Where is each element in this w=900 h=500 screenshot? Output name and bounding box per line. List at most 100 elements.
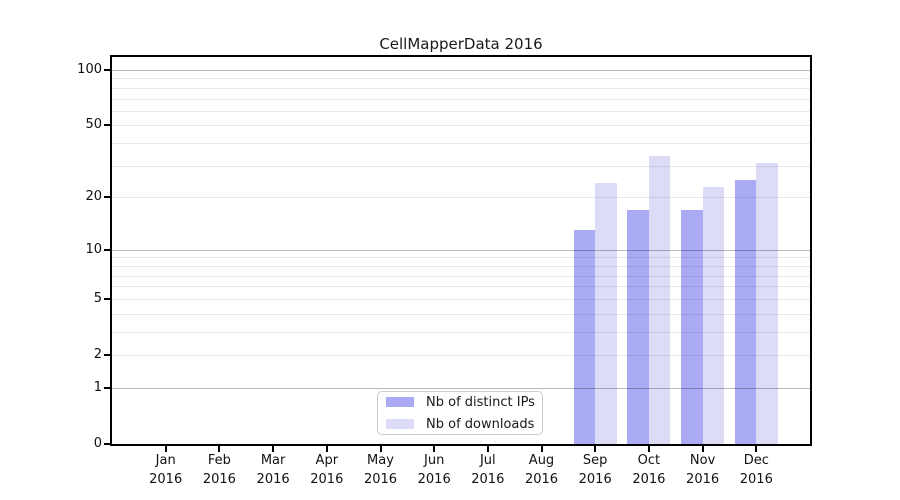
bar-distinct-ips-oct	[627, 209, 649, 444]
x-tick-month: Nov	[689, 453, 716, 468]
gridline-minor-70	[112, 98, 810, 100]
x-tick-month: May	[367, 453, 394, 468]
x-tick-month: Apr	[315, 453, 339, 468]
x-tick-label-aug: Aug 2016	[514, 452, 570, 489]
x-tick-month: Jul	[479, 453, 496, 468]
legend: Nb of distinct IPs Nb of downloads	[377, 391, 543, 435]
bar-downloads-dec	[756, 163, 778, 444]
x-tick-label-feb: Feb 2016	[191, 452, 247, 489]
gridline-minor-60	[112, 110, 810, 112]
x-tick-year: 2016	[739, 471, 773, 487]
x-tick-year: 2016	[417, 471, 451, 487]
x-tick-label-jun: Jun 2016	[406, 452, 462, 489]
legend-label-downloads: Nb of downloads	[426, 416, 535, 432]
x-tick-year: 2016	[578, 471, 612, 487]
gridline-major-10	[112, 249, 810, 251]
x-tick-label-nov: Nov 2016	[675, 452, 731, 489]
x-tick-label-jan: Jan 2016	[138, 452, 194, 489]
gridline-major-100	[112, 70, 810, 71]
x-tick-nov	[701, 446, 704, 452]
x-tick-month: Aug	[528, 453, 555, 468]
legend-swatch-distinct-ips-icon	[386, 396, 414, 408]
y-tick-1	[104, 386, 110, 389]
x-tick-label-jul: Jul 2016	[460, 452, 516, 489]
y-tick-2	[104, 354, 110, 356]
x-tick-jan	[164, 446, 167, 452]
bar-downloads-nov	[702, 186, 725, 444]
bar-distinct-ips-dec	[734, 180, 757, 444]
x-tick-aug	[540, 446, 543, 452]
x-tick-year: 2016	[363, 471, 398, 487]
x-tick-month: Feb	[207, 453, 231, 468]
legend-item-downloads: Nb of downloads	[378, 415, 542, 434]
x-tick-feb	[218, 446, 221, 452]
chart-title: CellMapperData 2016	[379, 35, 543, 53]
x-tick-year: 2016	[310, 471, 344, 487]
y-tick-100	[104, 69, 110, 71]
bar-distinct-ips-sep	[573, 230, 596, 444]
x-tick-year: 2016	[256, 471, 290, 487]
x-tick-label-apr: Apr 2016	[299, 452, 355, 489]
legend-label-distinct-ips: Nb of distinct IPs	[426, 394, 535, 410]
bar-downloads-sep	[595, 183, 617, 444]
x-tick-label-sep: Sep 2016	[567, 452, 623, 489]
y-tick-label-100: 100	[77, 62, 102, 77]
gridline-minor-7	[112, 275, 810, 277]
plot-area	[110, 55, 812, 446]
gridline-major-1	[112, 387, 810, 389]
gridline-minor-5	[112, 298, 810, 300]
x-tick-apr	[325, 446, 328, 452]
gridline-minor-90	[112, 78, 810, 80]
x-tick-label-may: May 2016	[353, 452, 409, 489]
x-tick-may	[379, 446, 382, 452]
gridline-minor-30	[112, 165, 810, 167]
y-tick-label-0: 0	[93, 436, 102, 451]
x-tick-sep	[594, 446, 597, 452]
x-tick-jun	[433, 446, 436, 452]
x-tick-year: 2016	[471, 471, 505, 487]
legend-item-distinct-ips: Nb of distinct IPs	[378, 393, 542, 412]
x-tick-month: Jan	[155, 453, 176, 468]
x-tick-oct	[647, 446, 650, 452]
x-tick-month: Jun	[424, 453, 445, 468]
gridline-minor-6	[112, 286, 810, 288]
gridline-minor-4	[112, 313, 810, 315]
x-tick-label-mar: Mar 2016	[245, 452, 301, 489]
bar-downloads-oct	[648, 155, 671, 444]
y-tick-0	[104, 443, 110, 445]
x-tick-year: 2016	[202, 471, 236, 487]
x-tick-month: Dec	[743, 453, 769, 468]
x-tick-month: Oct	[637, 453, 661, 468]
y-tick-label-10: 10	[85, 241, 102, 257]
x-tick-month: Sep	[582, 453, 608, 468]
legend-swatch-downloads-icon	[386, 418, 414, 430]
x-tick-year: 2016	[632, 471, 666, 487]
gridline-minor-9	[112, 257, 810, 259]
x-tick-month: Mar	[260, 453, 286, 468]
gridline-minor-80	[112, 87, 810, 89]
y-tick-label-20: 20	[85, 189, 102, 205]
gridline-minor-8	[112, 265, 810, 267]
y-tick-5	[104, 297, 110, 300]
y-tick-label-5: 5	[93, 290, 102, 306]
x-tick-label-oct: Oct 2016	[621, 452, 677, 489]
x-tick-jul	[486, 446, 489, 452]
x-tick-mar	[272, 446, 275, 452]
x-tick-label-dec: Dec 2016	[728, 452, 784, 489]
gridline-minor-50	[112, 125, 810, 127]
y-tick-20	[104, 196, 110, 199]
y-tick-10	[104, 248, 110, 251]
y-tick-label-2: 2	[93, 347, 102, 362]
gridline-minor-20	[112, 197, 810, 199]
x-tick-year: 2016	[524, 471, 559, 487]
gridline-minor-2	[112, 355, 810, 356]
x-tick-dec	[755, 446, 758, 452]
x-tick-year: 2016	[686, 471, 720, 487]
x-tick-year: 2016	[149, 471, 183, 487]
y-tick-label-1: 1	[93, 379, 102, 395]
bar-distinct-ips-nov	[681, 209, 703, 444]
gridline-minor-40	[112, 143, 810, 145]
gridline-minor-3	[112, 331, 810, 333]
y-tick-label-50: 50	[85, 117, 102, 133]
